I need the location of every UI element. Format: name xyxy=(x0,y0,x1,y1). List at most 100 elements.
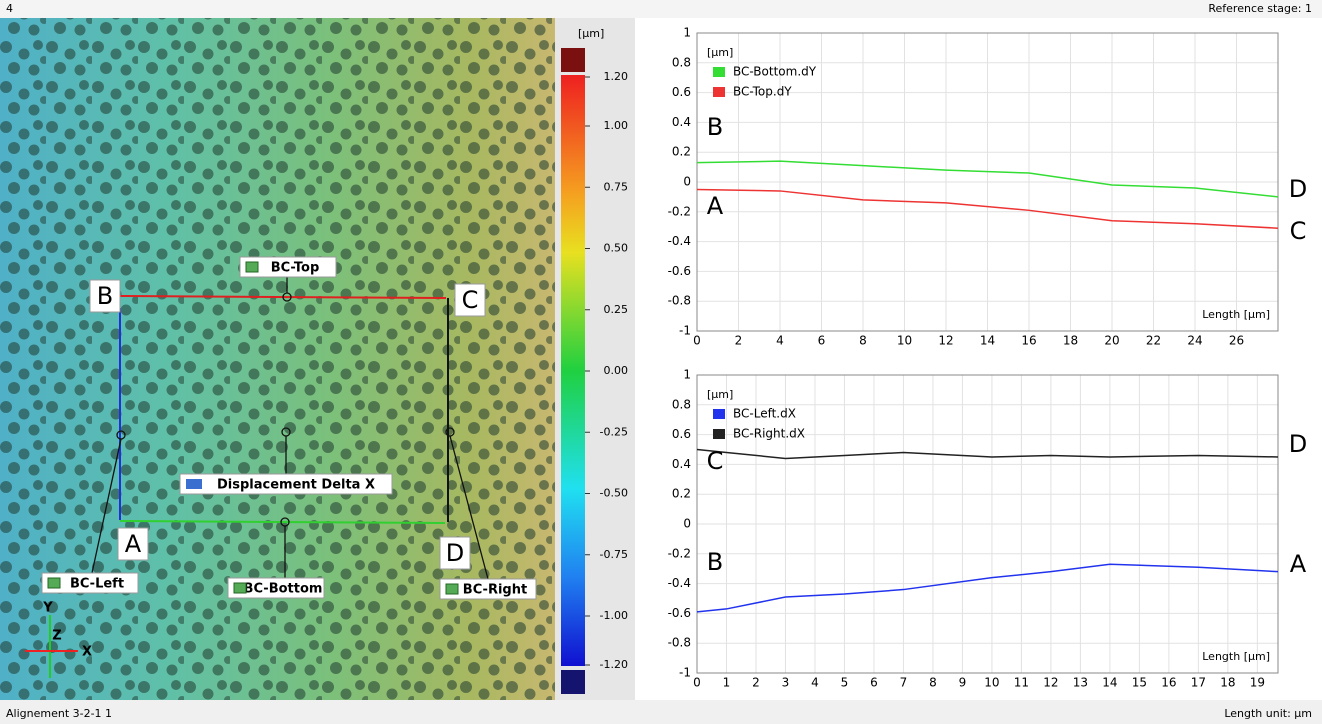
colorbar-label: -0.50 xyxy=(600,487,628,500)
point-label: A xyxy=(125,530,142,558)
line-bottom xyxy=(119,520,446,524)
x-tick-label: 3 xyxy=(782,676,790,690)
colorbar-label: -1.20 xyxy=(600,658,628,671)
y-tick-label: 0.6 xyxy=(672,85,691,99)
y-axis-label: [µm] xyxy=(707,46,733,59)
y-tick-label: 1 xyxy=(683,26,691,40)
overlay xyxy=(91,272,489,580)
x-tick-label: 13 xyxy=(1073,676,1088,690)
y-tick-label: -0.6 xyxy=(668,264,691,278)
annotation: A xyxy=(707,192,724,220)
x-tick-label: 10 xyxy=(984,676,999,690)
y-tick-label: 1 xyxy=(683,368,691,382)
y-tick-label: 0.8 xyxy=(672,397,691,411)
tag-icon xyxy=(47,577,61,589)
y-axis-label: [µm] xyxy=(707,388,733,401)
y-tick-label: -0.6 xyxy=(668,606,691,620)
y-tick-label: 0 xyxy=(683,175,691,189)
series-line xyxy=(696,188,1279,229)
y-tick-label: -0.2 xyxy=(668,546,691,560)
point-label: C xyxy=(462,286,479,314)
tag-icon xyxy=(233,582,247,594)
legend-label: BC-Bottom.dY xyxy=(733,65,817,79)
y-tick-label: -0.4 xyxy=(668,576,691,590)
tool-icon xyxy=(186,479,202,489)
colorbar-label: -0.25 xyxy=(600,425,628,438)
x-tick-label: 26 xyxy=(1229,334,1244,348)
axis-label: Y xyxy=(42,601,53,616)
y-tick-label: 0.2 xyxy=(672,145,691,159)
x-tick-label: 16 xyxy=(1021,334,1036,348)
y-tick-label: 0.4 xyxy=(672,457,691,471)
colorbar-under xyxy=(561,670,585,694)
annotation: C xyxy=(707,447,724,475)
x-tick-label: 12 xyxy=(1043,676,1058,690)
x-tick-label: 14 xyxy=(1102,676,1117,690)
series-line xyxy=(696,448,1279,460)
legend-label: BC-Left.dX xyxy=(733,407,796,421)
x-tick-label: 24 xyxy=(1187,334,1202,348)
x-tick-label: 2 xyxy=(752,676,760,690)
y-tick-label: -1 xyxy=(679,666,691,680)
x-axis-label: Length [µm] xyxy=(1202,650,1270,663)
x-tick-label: 2 xyxy=(735,334,743,348)
axis-label: X xyxy=(82,645,92,660)
tool-label: Displacement Delta X xyxy=(217,478,375,493)
colorbar-over xyxy=(561,48,585,72)
x-tick-label: 22 xyxy=(1146,334,1161,348)
plot-frame xyxy=(696,32,1279,332)
x-tick-label: 18 xyxy=(1220,676,1235,690)
x-tick-label: 17 xyxy=(1191,676,1206,690)
series-line xyxy=(696,563,1279,613)
y-tick-label: 0.2 xyxy=(672,487,691,501)
legend-swatch xyxy=(713,87,725,97)
y-tick-label: 0.8 xyxy=(672,55,691,69)
tag-label: BC-Top xyxy=(271,261,320,276)
x-tick-label: 18 xyxy=(1063,334,1078,348)
colorbar-label: -1.00 xyxy=(600,609,628,622)
colorbar-label: 0.50 xyxy=(604,242,629,255)
series-line xyxy=(696,160,1279,198)
x-tick-label: 4 xyxy=(776,334,784,348)
x-tick-label: 12 xyxy=(938,334,953,348)
x-tick-label: 11 xyxy=(1014,676,1029,690)
annotation: C xyxy=(1290,217,1307,245)
reference: Reference stage: 1 xyxy=(1208,2,1312,15)
axis-label: Z xyxy=(52,629,61,644)
leaders xyxy=(91,272,489,580)
point-label-box xyxy=(89,279,121,313)
y-tick-label: -1 xyxy=(679,324,691,338)
x-tick-label: 6 xyxy=(870,676,878,690)
x-tick-label: 20 xyxy=(1104,334,1119,348)
y-tick-label: -0.8 xyxy=(668,636,691,650)
tag-label-box xyxy=(439,578,537,600)
colorbar-label: 0.75 xyxy=(604,180,629,193)
x-tick-label: 16 xyxy=(1161,676,1176,690)
status-left: Alignement 3-2-1 1 xyxy=(6,707,112,720)
x-tick-label: 0 xyxy=(693,334,701,348)
colorbar-unit: [µm] xyxy=(578,27,604,40)
annotation: B xyxy=(707,548,723,576)
x-tick-label: 7 xyxy=(900,676,908,690)
legend-swatch xyxy=(713,429,725,439)
point-label: D xyxy=(446,539,464,567)
y-tick-label: -0.2 xyxy=(668,204,691,218)
annotation: D xyxy=(1289,430,1307,458)
tag-icon xyxy=(445,583,459,595)
image-labels: B C A D BC-Top BC-Left BC-Bottom BC-Right Displa… xyxy=(25,256,537,678)
colorbar-label: 1.00 xyxy=(604,119,629,132)
tag-label: BC-Left xyxy=(70,577,124,592)
x-tick-label: 19 xyxy=(1250,676,1265,690)
y-tick-label: -0.4 xyxy=(668,234,691,248)
status-bar xyxy=(0,700,1322,724)
colorbar xyxy=(561,75,585,666)
title-bar xyxy=(0,0,1322,18)
tag-icon xyxy=(245,261,259,273)
point-label: B xyxy=(97,282,113,310)
x-tick-label: 4 xyxy=(811,676,819,690)
annotation: B xyxy=(707,113,723,141)
tag-label-box xyxy=(41,572,139,594)
legend-swatch xyxy=(713,67,725,77)
legend-label: BC-Right.dX xyxy=(733,427,805,441)
